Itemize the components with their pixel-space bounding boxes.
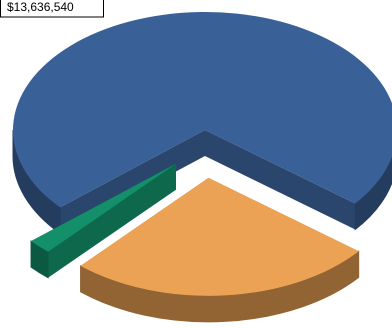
slice xyxy=(80,177,360,323)
slice-top xyxy=(80,177,359,296)
slice-wall xyxy=(205,130,356,230)
slice xyxy=(30,163,176,279)
slice-side xyxy=(354,155,392,231)
slice-wall xyxy=(31,163,176,268)
slice-top xyxy=(31,163,176,252)
label-box xyxy=(0,0,104,18)
slice-top xyxy=(12,12,392,208)
pie xyxy=(12,12,392,323)
data-label: $13,636,540 xyxy=(7,0,74,14)
